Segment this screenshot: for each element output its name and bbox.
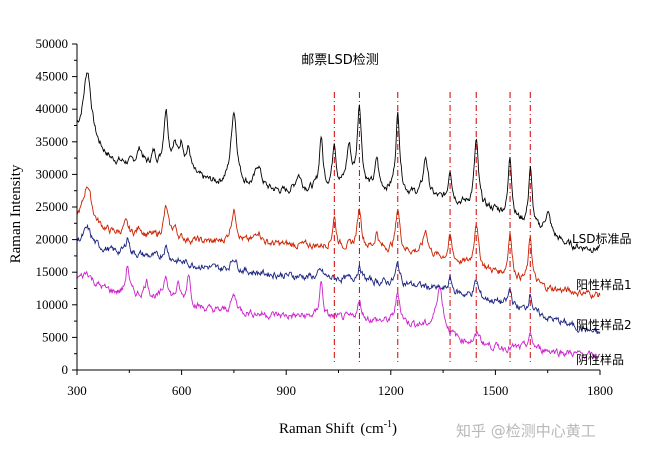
series-layer <box>76 72 601 361</box>
y-axis-title: Raman Intensity <box>8 164 24 263</box>
x-tick-label: 300 <box>67 383 87 398</box>
x-axis-title-text: Raman Shift <box>279 421 355 437</box>
y-tick-label: 25000 <box>36 199 69 214</box>
x-tick-label: 1500 <box>482 383 508 398</box>
x-axis-unit-exp: -1 <box>384 419 392 430</box>
x-tick-label: 1200 <box>378 383 404 398</box>
marker-lines <box>333 92 531 362</box>
y-tick-label: 5000 <box>42 329 68 344</box>
axes: 0 5000 10000 15000 20000 25000 30000 35000 40000… <box>36 36 614 398</box>
y-tick-label: 40000 <box>36 101 69 116</box>
x-tick-label: 600 <box>172 383 192 398</box>
chart-title: 邮票LSD检测 <box>301 53 379 68</box>
y-tick-label: 0 <box>62 362 69 377</box>
series-line-3 <box>76 265 601 361</box>
series-label-lsd-standard: LSD标准品 <box>572 232 632 246</box>
series-label-negative: 阴性样品 <box>576 352 624 367</box>
x-axis-title: Raman Shift (cm-1) <box>279 419 397 437</box>
series-label-positive-2: 阳性样品2 <box>576 317 632 332</box>
series-line-1 <box>76 186 601 300</box>
y-tick-label: 50000 <box>36 36 69 51</box>
y-tick-label: 35000 <box>36 134 69 149</box>
x-axis-unit: cm <box>365 421 384 437</box>
series-line-0 <box>76 72 601 253</box>
x-tick-label: 1800 <box>587 383 613 398</box>
y-tick-label: 45000 <box>36 69 69 84</box>
y-tick-label: 15000 <box>36 264 69 279</box>
series-line-2 <box>76 223 601 335</box>
y-tick-label: 30000 <box>36 166 69 181</box>
x-tick-label: 900 <box>276 383 296 398</box>
y-tick-label: 20000 <box>36 232 69 247</box>
series-label-positive-1: 阳性样品1 <box>576 277 632 292</box>
watermark: 知乎 @检测中心黄工 <box>456 422 596 440</box>
y-tick-label: 10000 <box>36 297 69 312</box>
